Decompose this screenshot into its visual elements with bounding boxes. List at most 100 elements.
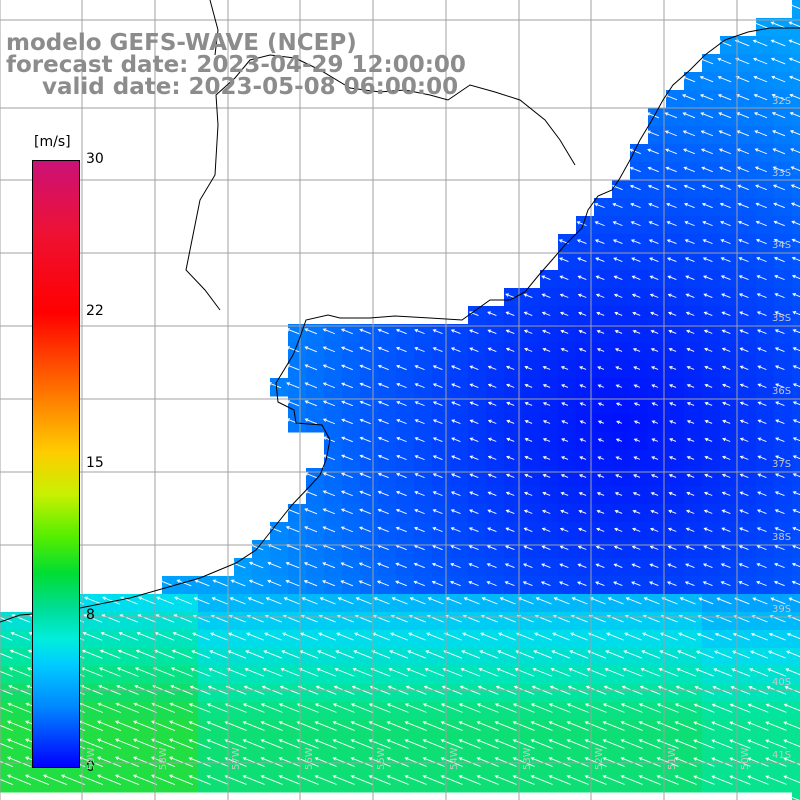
wind-arrow: [666, 221, 677, 227]
wind-arrow: [704, 383, 713, 388]
wind-arrow: [786, 632, 800, 640]
wind-arrow: [774, 365, 785, 370]
wind-arrow: [96, 774, 121, 785]
wind-arrow: [792, 544, 800, 550]
wind-arrow: [432, 419, 443, 425]
wind-arrow: [542, 456, 551, 460]
colorbar-tick: 0: [86, 759, 95, 775]
wind-arrow: [377, 436, 389, 443]
wind-arrow: [42, 774, 67, 785]
wind-arrow: [535, 597, 552, 605]
lat-label: 41S: [772, 750, 792, 761]
wind-arrow: [756, 293, 767, 299]
wind-arrow: [350, 703, 373, 713]
wind-cell: [792, 774, 800, 793]
wind-arrow: [314, 757, 337, 767]
wind-arrow: [722, 401, 731, 406]
wind-arrow: [171, 649, 193, 659]
wind-arrow: [168, 720, 193, 731]
wind-arrow: [647, 148, 659, 155]
wind-arrow: [739, 347, 749, 352]
wind-arrow: [772, 184, 786, 191]
wind-arrow: [115, 702, 139, 713]
wind-arrow: [172, 631, 193, 641]
wind-cell: [792, 558, 800, 577]
lat-label: 32S: [772, 96, 792, 107]
wind-arrow: [377, 382, 389, 389]
colorbar-tick: 22: [86, 303, 104, 319]
wind-arrow: [632, 527, 641, 532]
wind-arrow: [559, 563, 569, 568]
wind-arrow: [596, 348, 605, 352]
wind-arrow: [559, 311, 569, 316]
wind-arrow: [560, 366, 569, 370]
wind-arrow: [620, 775, 643, 785]
wind-arrow: [674, 721, 697, 731]
wind-arrow: [783, 793, 800, 800]
wind-arrow: [322, 382, 336, 389]
wind-arrow: [450, 509, 461, 515]
wind-arrow: [188, 775, 211, 785]
wind-arrow: [340, 562, 354, 569]
wind-arrow: [304, 508, 318, 515]
wind-arrow: [757, 383, 767, 388]
wind-arrow: [322, 526, 336, 533]
wind-arrow: [757, 365, 767, 370]
wind-arrow: [792, 329, 800, 334]
wind-arrow: [756, 545, 767, 551]
wind-arrow: [468, 527, 479, 533]
wind-arrow: [414, 383, 425, 389]
wind-arrow: [686, 402, 695, 406]
wind-arrow: [404, 757, 427, 767]
lat-label: 34S: [772, 240, 792, 251]
wind-cell: [792, 198, 800, 217]
wind-arrow: [668, 347, 677, 352]
wind-arrow: [648, 221, 659, 227]
wind-arrow: [622, 667, 643, 677]
wind-arrow: [792, 401, 800, 406]
wind-arrow: [469, 455, 479, 460]
wind-arrow: [667, 275, 677, 280]
wind-arrow: [422, 721, 445, 731]
wind-arrow: [132, 756, 157, 767]
wind-arrow: [358, 580, 372, 587]
wind-arrow: [597, 366, 605, 370]
wind-arrow: [614, 348, 623, 352]
wind-arrow: [702, 221, 713, 227]
lon-label: 54W: [449, 747, 460, 770]
wind-arrow: [548, 775, 571, 785]
wind-arrow: [494, 739, 517, 749]
wind-arrow: [693, 721, 715, 731]
wind-arrow: [668, 366, 677, 370]
wind-arrow: [60, 774, 85, 785]
wind-arrow: [133, 702, 157, 713]
wind-arrow: [755, 238, 767, 245]
wind-cell: [792, 468, 800, 487]
wind-arrow: [224, 757, 247, 767]
wind-arrow: [719, 166, 731, 173]
wind-arrow: [478, 667, 499, 677]
wind-arrow: [377, 346, 389, 353]
wind-arrow: [720, 581, 731, 587]
wind-cell: [792, 180, 800, 199]
wind-arrow: [206, 721, 229, 731]
wind-arrow: [168, 756, 193, 767]
wind-arrow: [791, 220, 800, 226]
wind-arrow: [278, 757, 301, 767]
wind-arrow: [208, 667, 229, 677]
wind-arrow: [267, 579, 282, 587]
wind-arrow: [682, 130, 696, 137]
wind-arrow: [788, 21, 800, 28]
wind-arrow: [773, 580, 785, 587]
wind-arrow: [631, 257, 641, 262]
wind-arrow: [790, 148, 800, 154]
wind-arrow: [350, 757, 373, 767]
wind-arrow: [322, 364, 336, 371]
wind-arrow: [262, 667, 283, 677]
wind-arrow: [522, 563, 533, 568]
wind-arrow: [770, 21, 786, 29]
wind-arrow: [674, 775, 697, 785]
wind-arrow: [597, 384, 605, 388]
wind-arrow: [150, 738, 175, 749]
wind-arrow: [560, 456, 569, 460]
